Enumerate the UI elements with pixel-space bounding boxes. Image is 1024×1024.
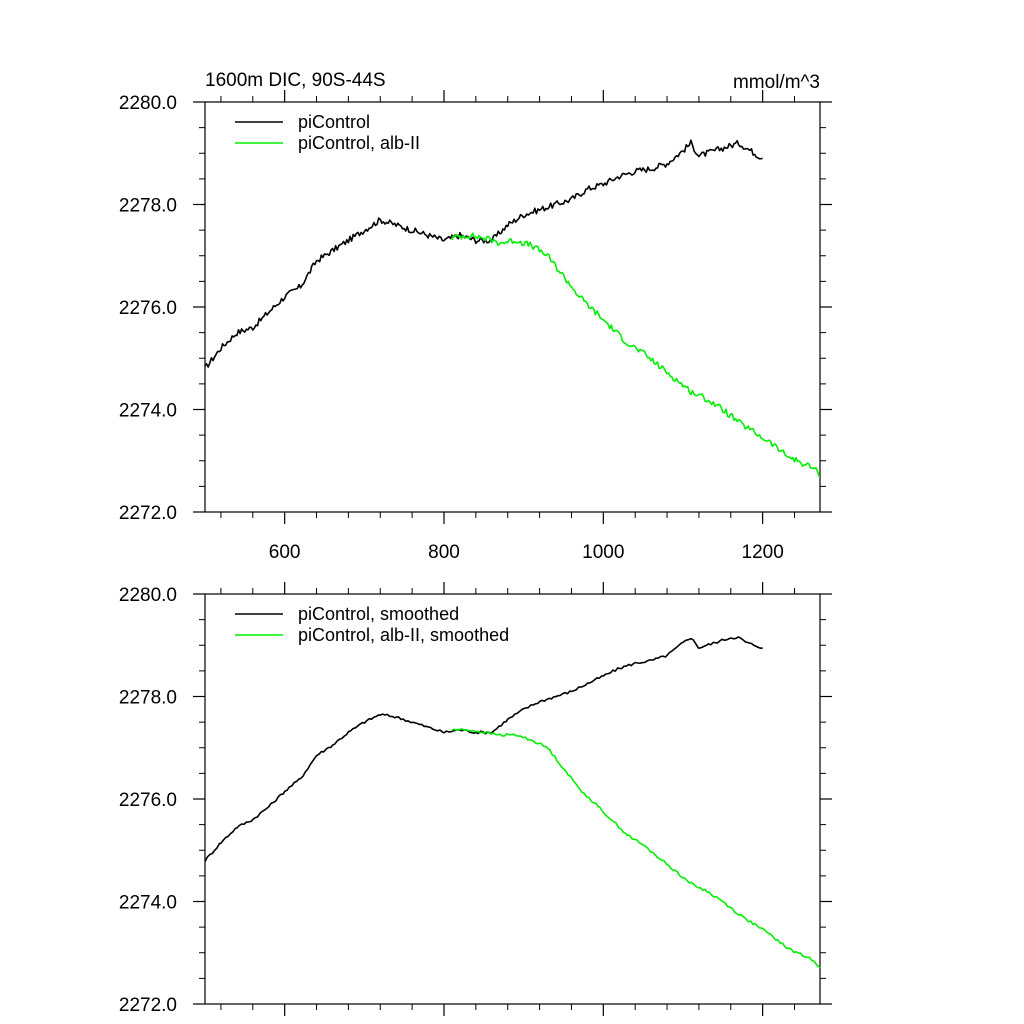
y-tick-label: 2278.0 <box>119 196 177 217</box>
y-tick-label: 2280.0 <box>119 93 177 114</box>
series-line-picontrol-alb-ii <box>451 232 821 477</box>
y-tick-label: 2276.0 <box>119 298 177 319</box>
series-line-picontrol <box>204 139 763 368</box>
y-tick-label: 2278.0 <box>119 688 177 709</box>
y-tick-label: 2272.0 <box>119 995 177 1016</box>
series-line-picontrol <box>204 636 763 862</box>
legend-label: piControl, smoothed <box>298 604 459 624</box>
plot-frame <box>204 593 821 1005</box>
y-tick-label: 2274.0 <box>119 893 177 914</box>
x-tick-label: 800 <box>428 542 460 563</box>
legend-label: piControl <box>298 112 370 132</box>
x-tick-label: 1200 <box>742 542 784 563</box>
top-panel: 2272.0 2274.0 2276.0 2278.0 2280.0 600 800 1000… <box>119 70 832 563</box>
y-tick-label: 2272.0 <box>119 503 177 524</box>
x-tick-label: 1000 <box>582 542 624 563</box>
series-line-picontrol-alb-ii <box>451 728 821 969</box>
chart-title: 1600m DIC, 90S-44S <box>205 70 386 91</box>
plot-frame <box>204 101 821 513</box>
units-label: mmol/m^3 <box>733 72 820 93</box>
legend-label: piControl, alb-II <box>298 133 420 153</box>
legend-label: piControl, alb-II, smoothed <box>298 625 509 645</box>
y-tick-label: 2274.0 <box>119 401 177 422</box>
x-tick-label: 600 <box>269 542 301 563</box>
bottom-panel: 2272.0 2274.0 2276.0 2278.0 2280.0 piControl,… <box>119 582 832 1016</box>
y-tick-label: 2280.0 <box>119 585 177 606</box>
y-tick-label: 2276.0 <box>119 790 177 811</box>
